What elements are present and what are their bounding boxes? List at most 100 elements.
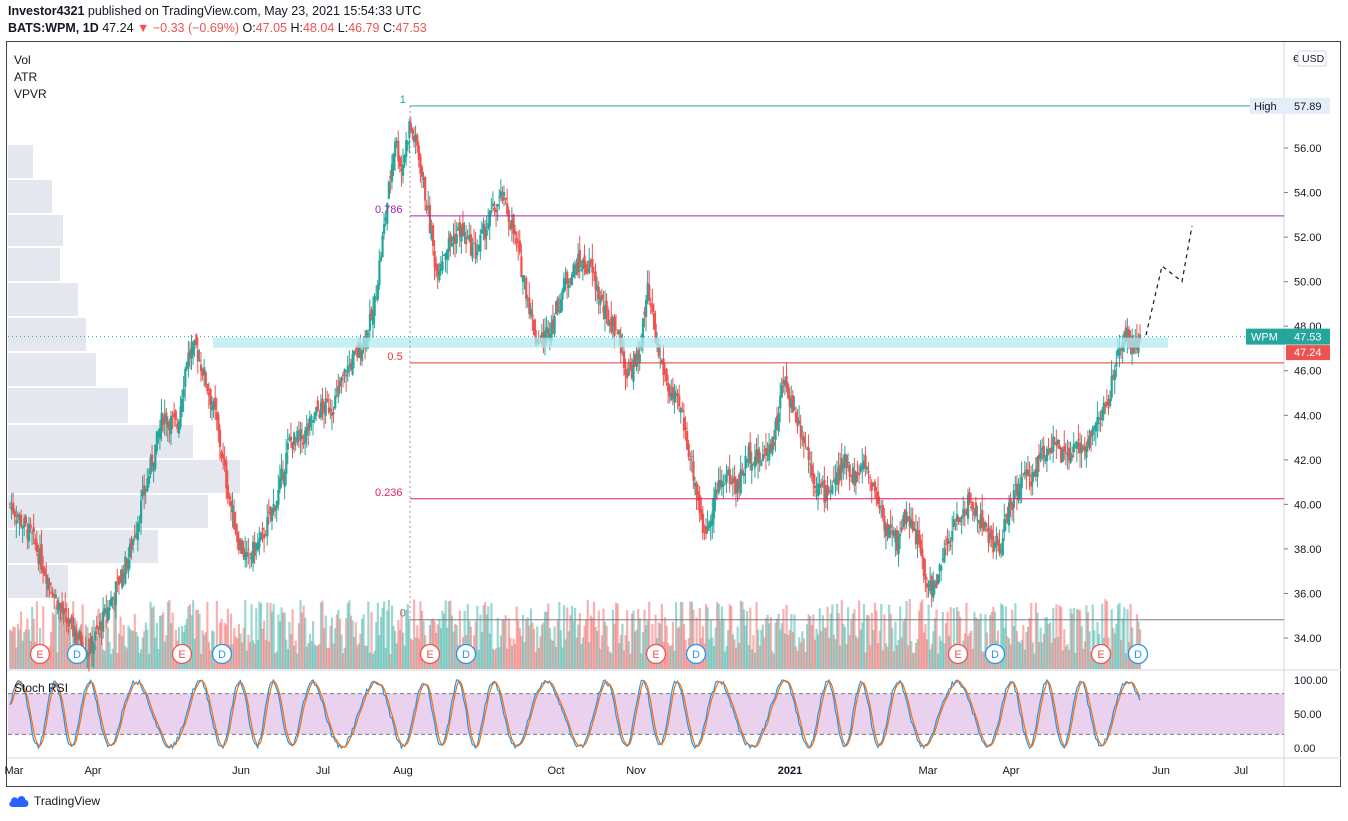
candle-body bbox=[635, 353, 638, 367]
volume-bar bbox=[577, 624, 580, 669]
volume-bar bbox=[484, 601, 487, 669]
event-letter: D bbox=[1134, 649, 1142, 661]
event-circle[interactable] bbox=[29, 643, 51, 665]
event-circle[interactable] bbox=[685, 643, 707, 665]
candle-body bbox=[1066, 454, 1069, 456]
event-circle[interactable] bbox=[1127, 643, 1149, 665]
volume-bar bbox=[1037, 642, 1041, 669]
candle-body bbox=[1107, 399, 1110, 406]
volume-bar bbox=[578, 613, 581, 669]
volume-bar bbox=[220, 618, 223, 669]
event-letter: E bbox=[178, 649, 185, 661]
volume-bar bbox=[324, 615, 327, 669]
candle-body bbox=[484, 226, 487, 240]
indicator-vpvr[interactable]: VPVR bbox=[14, 87, 47, 101]
candle-body bbox=[223, 458, 226, 466]
volume-bar bbox=[128, 628, 132, 669]
candle-body bbox=[1022, 473, 1025, 475]
candle-body bbox=[435, 263, 438, 271]
candle-body bbox=[1009, 498, 1012, 506]
volume-bar bbox=[394, 631, 397, 669]
volume-bar bbox=[611, 609, 615, 669]
symbol-label[interactable]: BATS:WPM, 1D bbox=[8, 21, 99, 35]
candle-body bbox=[1056, 439, 1060, 445]
volume-bar bbox=[449, 600, 452, 669]
volume-bar bbox=[907, 645, 910, 669]
volume-bar bbox=[154, 637, 157, 669]
indicator-vol[interactable]: Vol bbox=[14, 53, 31, 67]
candle-body bbox=[206, 383, 209, 392]
candle-body bbox=[1053, 442, 1056, 445]
candle-body bbox=[319, 402, 323, 418]
candle-body bbox=[878, 505, 881, 510]
volume-bar bbox=[132, 630, 135, 669]
volume-bar bbox=[1112, 627, 1115, 669]
vpvr-bar bbox=[8, 388, 128, 423]
event-marker-dividend: D bbox=[685, 643, 707, 665]
candle-body bbox=[622, 351, 626, 368]
candle-body bbox=[979, 514, 982, 529]
candle-body bbox=[922, 557, 925, 577]
volume-bar bbox=[48, 646, 51, 669]
candle-body bbox=[600, 294, 604, 300]
candle-body bbox=[474, 244, 477, 259]
low-label: L: bbox=[337, 21, 349, 35]
candle-body bbox=[722, 484, 725, 487]
candle-body bbox=[1049, 448, 1052, 454]
event-circle[interactable] bbox=[947, 643, 969, 665]
volume-bar bbox=[397, 620, 400, 669]
volume-bar bbox=[1080, 626, 1083, 669]
candle-body bbox=[510, 220, 514, 228]
volume-bar bbox=[297, 623, 301, 669]
time-tick-label: Mar bbox=[5, 765, 24, 777]
candle-body bbox=[798, 420, 801, 424]
candle-body bbox=[589, 260, 592, 263]
candle-body bbox=[454, 233, 457, 244]
volume-bar bbox=[521, 614, 525, 669]
volume-bar bbox=[1025, 631, 1028, 669]
indicator-atr[interactable]: ATR bbox=[14, 70, 38, 84]
author-name[interactable]: Investor4321 bbox=[8, 4, 85, 18]
event-circle[interactable] bbox=[1090, 643, 1112, 665]
candle-body bbox=[316, 400, 319, 411]
volume-bar bbox=[444, 600, 447, 669]
volume-bar bbox=[165, 635, 168, 669]
volume-bar bbox=[583, 626, 586, 669]
candle-body bbox=[70, 616, 73, 619]
event-circle[interactable] bbox=[419, 643, 441, 665]
candle-body bbox=[263, 533, 266, 539]
candle-body bbox=[1034, 469, 1038, 477]
event-circle[interactable] bbox=[211, 643, 233, 665]
candle-body bbox=[1008, 502, 1011, 526]
candle-body bbox=[943, 548, 946, 563]
volume-bar bbox=[561, 647, 564, 669]
candle-body bbox=[585, 264, 588, 274]
volume-bar bbox=[12, 626, 15, 669]
volume-bar bbox=[507, 618, 510, 669]
candle-body bbox=[873, 481, 877, 492]
volume-bar bbox=[867, 615, 870, 669]
volume-bar bbox=[270, 611, 274, 669]
volume-bar bbox=[147, 653, 151, 669]
candle-body bbox=[299, 429, 302, 441]
tradingview-logo[interactable]: TradingView bbox=[8, 794, 100, 808]
event-circle[interactable] bbox=[171, 643, 193, 665]
event-circle[interactable] bbox=[984, 643, 1006, 665]
volume-bar bbox=[105, 620, 108, 669]
candle-body bbox=[174, 410, 177, 420]
candle-body bbox=[280, 468, 283, 479]
volume-bar bbox=[1053, 638, 1056, 669]
event-circle[interactable] bbox=[455, 643, 477, 665]
candle-body bbox=[779, 395, 782, 409]
event-circle[interactable] bbox=[66, 643, 88, 665]
event-circle[interactable] bbox=[645, 643, 667, 665]
stoch-rsi-label[interactable]: Stoch RSI bbox=[14, 681, 69, 695]
candle-body bbox=[739, 469, 742, 494]
candle-body bbox=[848, 464, 851, 477]
volume-bar bbox=[733, 639, 736, 669]
candle-body bbox=[128, 543, 132, 558]
volume-bar bbox=[357, 643, 360, 669]
volume-bar bbox=[572, 621, 575, 669]
volume-bar bbox=[1012, 626, 1015, 669]
